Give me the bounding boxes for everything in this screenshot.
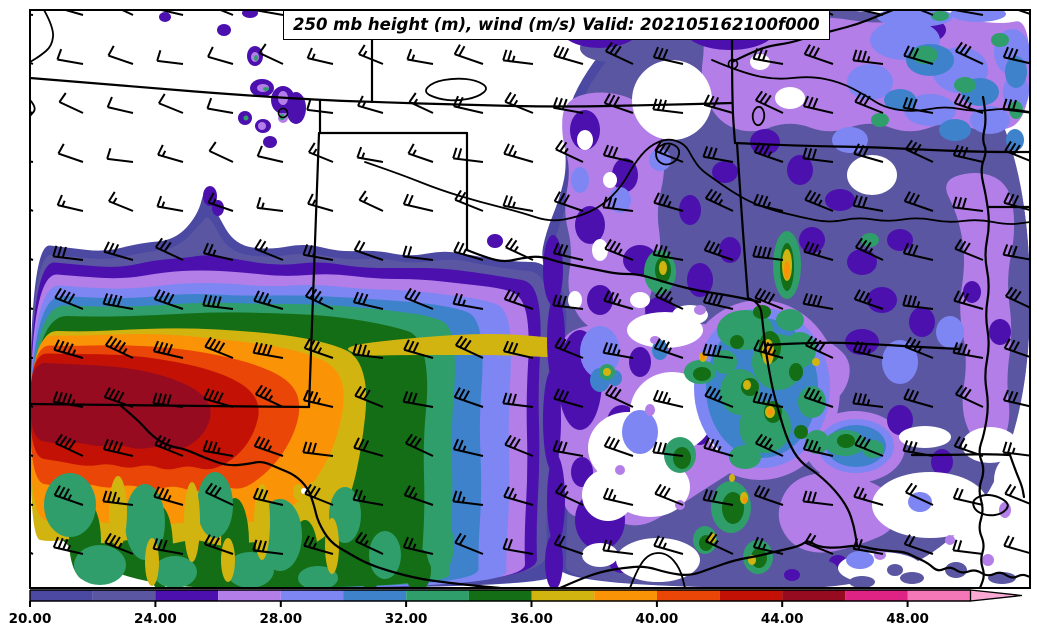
border-mississippi-river xyxy=(978,95,990,588)
colorbar-overflow-arrow xyxy=(969,589,1023,602)
height-contour-loop-ok xyxy=(425,77,487,102)
border-rio-grande xyxy=(118,403,502,588)
map-field xyxy=(30,10,1030,588)
colorbar-tick-label: 36.00 xyxy=(510,611,553,627)
colorbar-tick-label: 48.00 xyxy=(886,611,929,627)
height-contour-nw-corner xyxy=(30,10,54,63)
border-la-ms-31n xyxy=(910,453,1012,457)
height-contour-mini-loop xyxy=(751,105,766,127)
height-contour-small-loop xyxy=(655,142,681,166)
colorbar-tick-label: 32.00 xyxy=(385,611,428,627)
height-contour-gulf-arc xyxy=(629,552,686,588)
colorbar-tick-label: 28.00 xyxy=(259,611,302,627)
border-tx-ar xyxy=(746,296,767,347)
border-nm-tx-103w xyxy=(307,131,321,409)
border-37N xyxy=(30,76,734,108)
border-mo-ar xyxy=(733,141,1030,154)
coastline-gulf xyxy=(558,540,1030,588)
colorbar: 20.00 24.00 28.00 32.00 36.00 40.00 44.00 48.00 xyxy=(9,589,1023,627)
colorbar-tick-label: 24.00 xyxy=(134,611,177,627)
lake-pontchartrain xyxy=(972,494,1009,517)
colorbar-tick-label: 44.00 xyxy=(761,611,804,627)
border-ok-ar xyxy=(735,141,750,300)
wind-speed-filled-contours xyxy=(30,10,1030,588)
colorbar-tick-label: 40.00 xyxy=(636,611,679,627)
border-pearl-river xyxy=(1008,453,1026,499)
border-red-river xyxy=(465,248,762,304)
height-contour-north xyxy=(711,59,1030,113)
map-title: 250 mb height (m), wind (m/s) Valid: 202… xyxy=(293,14,820,34)
height-contour-west-edge xyxy=(30,99,36,117)
border-mo-west xyxy=(730,36,737,145)
map-title-box: 250 mb height (m), wind (m/s) Valid: 202… xyxy=(283,10,830,40)
border-sabine xyxy=(763,343,859,547)
colorbar-tick-label: 20.00 xyxy=(9,611,52,627)
height-contour-main xyxy=(364,138,1030,225)
border-ar-la-33n xyxy=(763,341,962,351)
